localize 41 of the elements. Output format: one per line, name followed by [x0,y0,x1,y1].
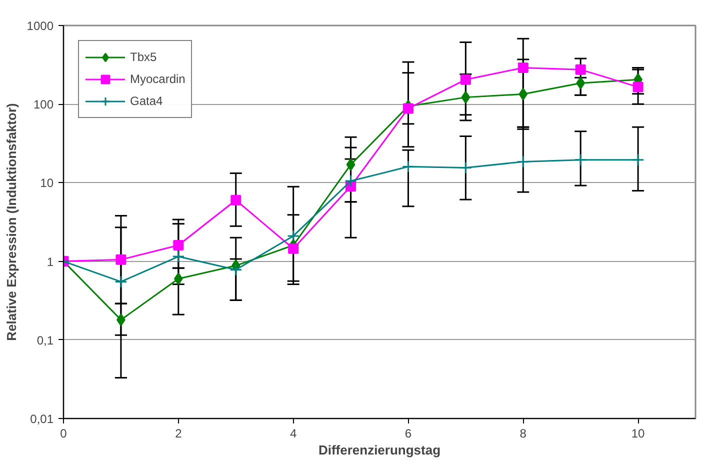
x-tick-label: 2 [175,426,182,440]
legend-label: Gata4 [130,94,163,108]
y-axis-title: Relative Expression (Induktionsfaktor) [4,103,19,341]
y-tick-label: 1 [46,254,54,269]
point [574,154,587,166]
y-tick-label: 100 [33,98,54,112]
x-tick-label: 4 [290,426,297,440]
x-tick-label: 10 [631,426,646,440]
point [173,240,184,251]
y-tick-label: 0,1 [36,333,54,348]
x-axis-title: Differenzierungstag [318,442,441,458]
point [344,174,358,188]
y-tick-label: 1000 [26,19,54,33]
point [518,62,528,74]
point [287,230,300,242]
point [461,91,470,104]
point [346,158,356,171]
point [632,154,644,166]
point [174,272,183,285]
point [518,88,528,100]
point [402,103,414,114]
legend-label: Myocardin [130,72,186,86]
point [230,264,242,276]
y-tick-label: 0,01 [30,412,54,426]
point [116,254,126,265]
point [459,161,472,174]
point [288,243,299,254]
point [516,155,530,168]
point [632,82,644,92]
point [575,64,586,75]
point [114,275,128,288]
x-tick-label: 6 [404,426,412,440]
point [460,74,471,85]
x-tick-label: 8 [520,426,527,440]
point [402,160,414,173]
legend-label: Tbx5 [130,50,157,64]
point [172,250,185,263]
point [230,194,242,206]
y-tick-label: 10 [40,176,54,190]
x-tick-label: 0 [60,426,68,440]
point [576,76,586,90]
